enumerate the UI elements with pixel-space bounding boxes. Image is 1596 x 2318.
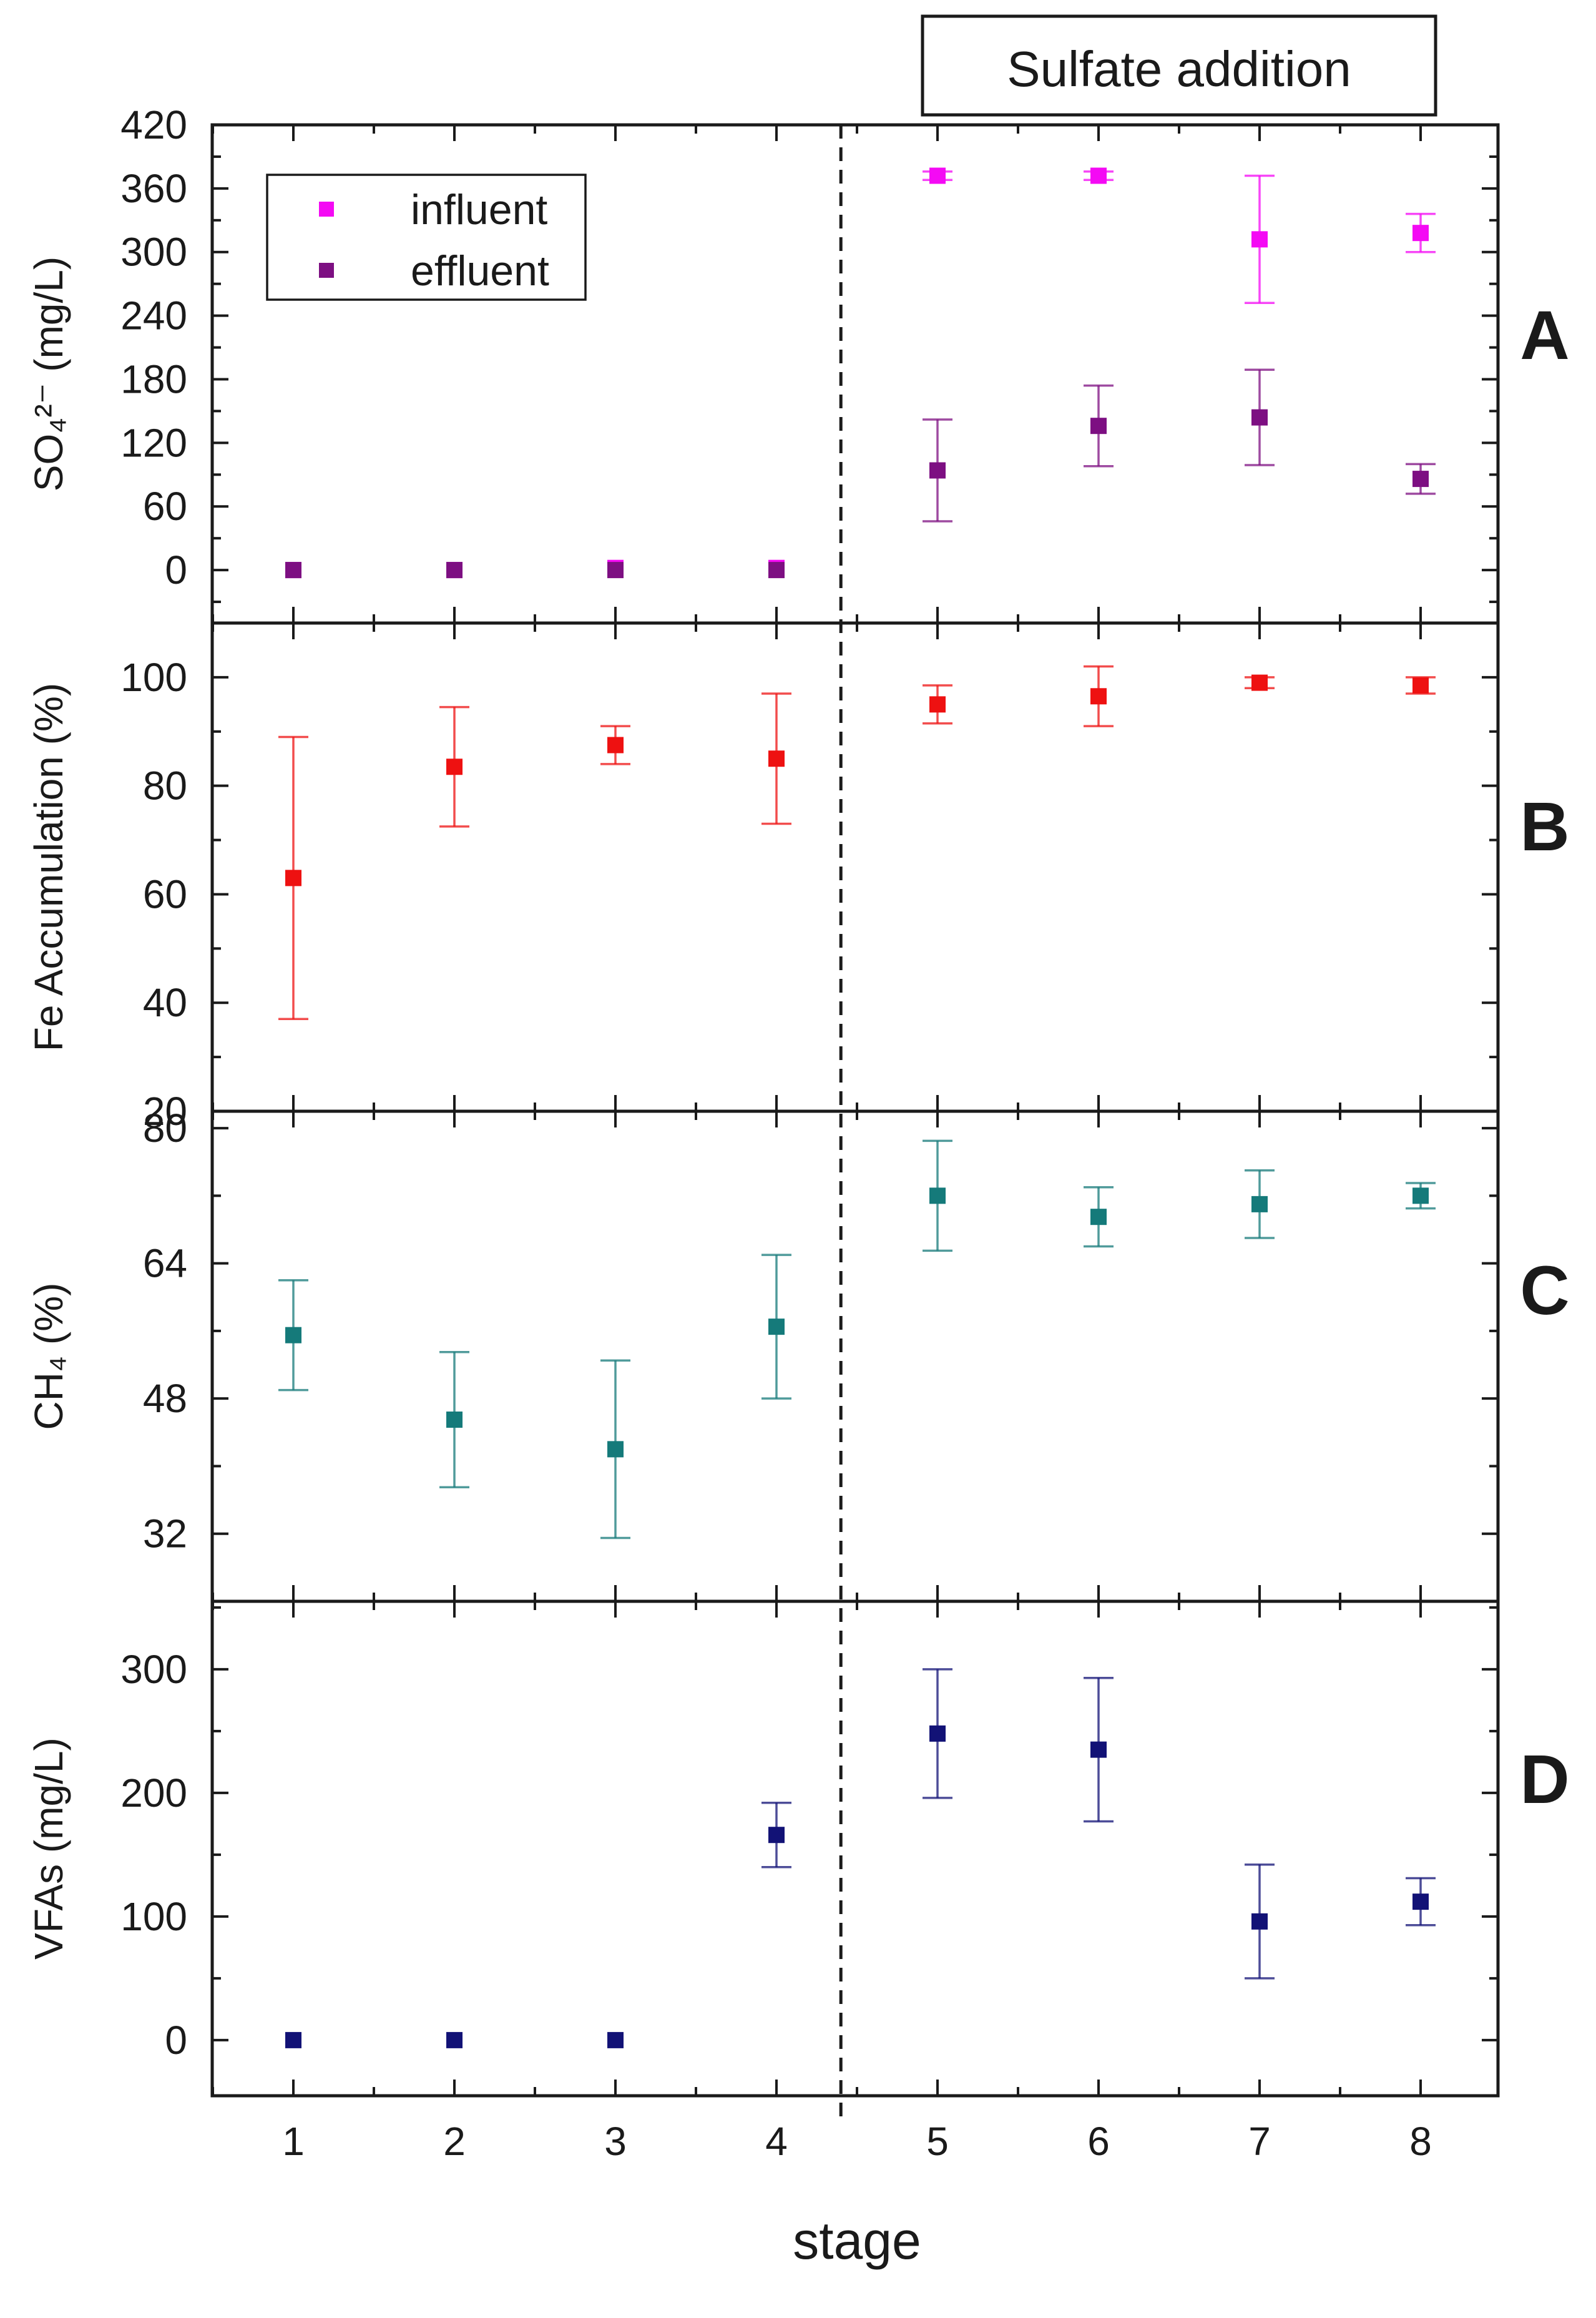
y-tick-label: 180: [120, 356, 187, 401]
x-tick-label: 8: [1409, 2119, 1432, 2164]
data-point: [929, 462, 946, 479]
y-tick-label: 360: [120, 166, 187, 211]
data-point: [285, 2031, 301, 2048]
data-point: [1251, 674, 1268, 691]
data-point: [1412, 225, 1429, 242]
y-tick-label: 120: [120, 420, 187, 465]
legend-label: influent: [411, 186, 547, 233]
y-axis-title: VFAs (mg/L): [26, 1737, 71, 1960]
data-point: [1090, 1741, 1107, 1758]
panel-letter: D: [1520, 1741, 1569, 1818]
y-axis-title: CH₄ (%): [26, 1283, 71, 1430]
x-tick-label: 6: [1087, 2119, 1110, 2164]
data-point: [285, 1327, 301, 1343]
data-point: [1251, 231, 1268, 248]
panel-frame: [210, 1109, 1500, 1603]
y-tick-label: 80: [143, 764, 187, 808]
data-point: [929, 696, 946, 713]
data-point: [768, 1319, 785, 1335]
data-point: [1412, 471, 1429, 488]
y-tick-label: 100: [120, 655, 187, 700]
data-point: [446, 562, 463, 579]
data-point: [1090, 418, 1107, 435]
legend-label: effluent: [411, 247, 549, 295]
data-point: [768, 562, 785, 579]
panel-B: 20 40 60 80 100 Fe Accumulation (%) B: [26, 621, 1570, 1134]
x-axis-title: stage: [793, 2211, 921, 2270]
panel-letter: B: [1520, 788, 1569, 865]
y-tick-label: 48: [143, 1376, 187, 1421]
y-tick-label: 20: [143, 1089, 187, 1134]
data-point: [929, 167, 946, 184]
legend: influent effluent: [266, 174, 587, 301]
x-tick-label: 1: [282, 2119, 305, 2164]
legend-swatch: [319, 263, 334, 278]
data-point: [607, 2031, 624, 2048]
x-axis: 1 2 3 4 5 6 7 8: [282, 2119, 1432, 2164]
panel-letter: C: [1520, 1252, 1569, 1329]
data-point: [929, 1725, 946, 1742]
banner-box: [921, 14, 1437, 117]
y-tick-label: 100: [120, 1894, 187, 1939]
banner-label: Sulfate addition: [1007, 41, 1351, 97]
y-tick-label: 60: [143, 484, 187, 529]
data-point: [768, 1827, 785, 1844]
y-axis-title: Fe Accumulation (%): [26, 683, 71, 1051]
y-tick-label: 240: [120, 293, 187, 338]
data-point: [446, 2031, 463, 2048]
panel-A: 0 60 120 180 240 300 360 420 SO₄²⁻ (mg/L) Ainflue…: [26, 102, 1570, 625]
panel-frame: [210, 1599, 1500, 2098]
x-tick-label: 2: [443, 2119, 466, 2164]
y-tick-label: 300: [120, 1647, 187, 1692]
y-tick-label: 40: [143, 980, 187, 1025]
panel-letter: A: [1520, 297, 1569, 374]
x-tick-label: 5: [926, 2119, 949, 2164]
data-point: [446, 1412, 463, 1428]
y-tick-label: 200: [120, 1770, 187, 1815]
legend-box: [266, 174, 587, 301]
y-tick-label: 60: [143, 872, 187, 916]
x-tick-label: 4: [765, 2119, 788, 2164]
x-tick-label: 7: [1248, 2119, 1271, 2164]
data-point: [285, 870, 301, 886]
data-point: [1090, 167, 1107, 184]
data-point: [1090, 1209, 1107, 1225]
panel-frame: [210, 621, 1500, 1113]
y-tick-label: 80: [143, 1106, 187, 1151]
data-point: [1251, 409, 1268, 426]
data-point: [1412, 1893, 1429, 1910]
panels: 0 60 120 180 240 300 360 420 SO₄²⁻ (mg/L) Ainflue…: [26, 102, 1570, 2118]
data-point: [929, 1187, 946, 1204]
data-point: [1412, 1187, 1429, 1204]
legend-swatch: [319, 202, 334, 217]
data-point: [607, 562, 624, 579]
y-tick-label: 64: [143, 1241, 187, 1286]
y-axis-title: SO₄²⁻ (mg/L): [26, 257, 71, 491]
panel-D: 0 100 200 300 VFAs (mg/L) D: [26, 1599, 1570, 2098]
data-point: [1251, 1196, 1268, 1212]
data-point: [607, 1441, 624, 1458]
data-point: [1412, 677, 1429, 694]
data-point: [768, 750, 785, 767]
y-tick-label: 420: [120, 102, 187, 147]
x-tick-label: 3: [604, 2119, 627, 2164]
panel-C: 32 48 64 80 CH₄ (%) C: [26, 1106, 1570, 1603]
y-tick-label: 32: [143, 1511, 187, 1556]
data-point: [1090, 688, 1107, 705]
data-point: [446, 759, 463, 775]
data-point: [1251, 1913, 1268, 1930]
data-point: [285, 562, 301, 579]
y-tick-label: 0: [165, 548, 187, 592]
y-tick-label: 300: [120, 230, 187, 275]
data-point: [607, 737, 624, 754]
y-tick-label: 0: [165, 2018, 187, 2063]
